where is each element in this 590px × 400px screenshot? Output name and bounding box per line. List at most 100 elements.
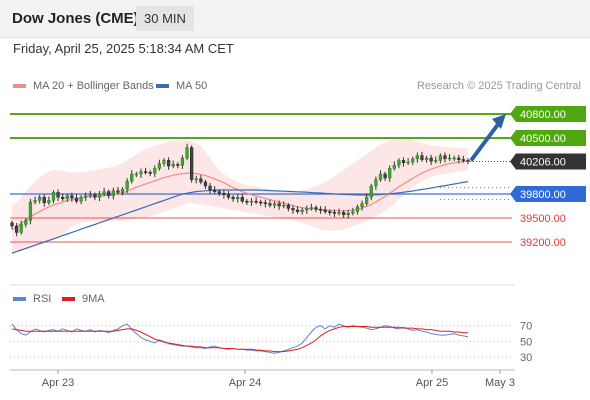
candle-body [42,196,46,204]
candle-body [180,157,185,166]
candle-body [65,195,69,200]
candle-body [392,164,396,169]
x-tick-label: May 3 [485,377,515,389]
candle-body [14,225,19,233]
timestamp: Friday, April 25, 2025 5:18:34 AM CET [13,41,234,56]
candle-body [374,179,378,187]
candle-body [148,172,152,174]
candle-body [300,209,304,212]
candle-body [97,193,102,198]
x-tick-label: Apr 23 [42,377,74,389]
candle-body [143,171,148,173]
candle-body [240,196,244,202]
candle-body [10,222,14,227]
level-badge-target_1 [510,130,586,146]
rsi-ma-swatch [62,297,75,301]
candle-body [429,157,433,162]
candle-body [452,157,456,160]
candle-body [74,197,79,202]
candle-body [328,211,332,213]
legend-rsi: RSI [13,293,51,305]
level-label-support_1: 39500.00 [520,213,566,225]
candle-body [61,196,65,200]
level-label-support_2: 39200.00 [520,237,566,249]
candle-body [231,196,235,200]
candle-body [309,207,314,209]
legend-ma20-label: MA 20 + Bollinger Bands [33,80,154,92]
candle-body [185,147,189,159]
candle-body [56,192,60,198]
candle-body [33,200,37,203]
x-tick-label: Apr 25 [416,377,448,389]
level-label-pivot: 39800.00 [520,189,566,201]
legend-rsi-ma: 9MA [62,293,105,305]
level-badges-group: 40800.00 40500.00 40206.00 39800.00 39500.00… [510,106,586,249]
candle-body [199,178,203,183]
ma50-line [11,181,469,254]
candle-body [217,191,221,194]
candle-body [70,195,74,199]
candle-body [111,190,115,196]
candle-body [254,200,258,203]
candle-body [337,212,341,214]
level-badge-last_price [510,153,586,170]
rsi-tick-label-70: 70 [520,321,532,333]
candle-body [19,224,23,233]
candle-body [93,194,97,198]
candle-body [194,178,198,181]
candle-body [443,155,447,160]
candle-body [134,173,138,176]
timeframe-button[interactable]: 30 MIN [136,6,194,31]
projection-arrow-shaft [469,121,501,162]
candle-body [305,208,309,211]
candle-body [466,160,470,162]
research-credit: Research © 2025 Trading Central [416,80,581,92]
candle-body [365,196,369,204]
candle-body [245,200,249,203]
candle-body [346,212,350,216]
candle-body [401,160,406,164]
candle-body [342,212,346,216]
candle-body [157,163,162,169]
candle-body [120,188,125,193]
candle-body [102,191,106,195]
candle-body [51,192,56,201]
level-badge-target_2 [510,106,586,122]
candle-body [282,204,286,207]
candle-body [139,171,143,175]
candle-body [424,157,429,160]
instrument-title: Dow Jones (CME) [12,10,139,27]
candle-body [457,157,461,160]
legend-rsi-label: RSI [33,293,52,305]
candle-body [332,212,337,214]
bollinger-band-fill [12,138,468,254]
projection-arrow-head [492,114,506,129]
candle-body [203,181,208,187]
candle-body [162,160,166,164]
level-badge-pivot [510,186,586,202]
candle-body [153,168,157,174]
x-tick-label: Apr 24 [229,377,261,389]
candle-body [411,158,415,163]
candle-body [259,201,263,204]
legend-rsi-ma-label: 9MA [82,293,105,305]
candle-body [176,164,180,166]
candle-body [226,194,231,198]
level-label-target_1: 40500.00 [520,133,566,145]
candle-body [415,155,419,160]
candle-body [38,196,42,201]
candle-body [355,206,360,212]
candle-body [130,173,134,182]
candle-body [272,203,277,206]
candle-body [263,202,267,205]
candle-body [208,185,212,191]
candle-body [84,195,88,198]
candle-body [277,203,281,207]
candle-body [383,173,387,179]
rsi-panel-group: 70 50 30 [10,321,532,364]
candle-body [378,173,383,180]
legend-ma50: MA 50 [156,80,207,92]
legend-ma50-label: MA 50 [176,80,208,92]
projection-arrow-group [469,114,506,162]
